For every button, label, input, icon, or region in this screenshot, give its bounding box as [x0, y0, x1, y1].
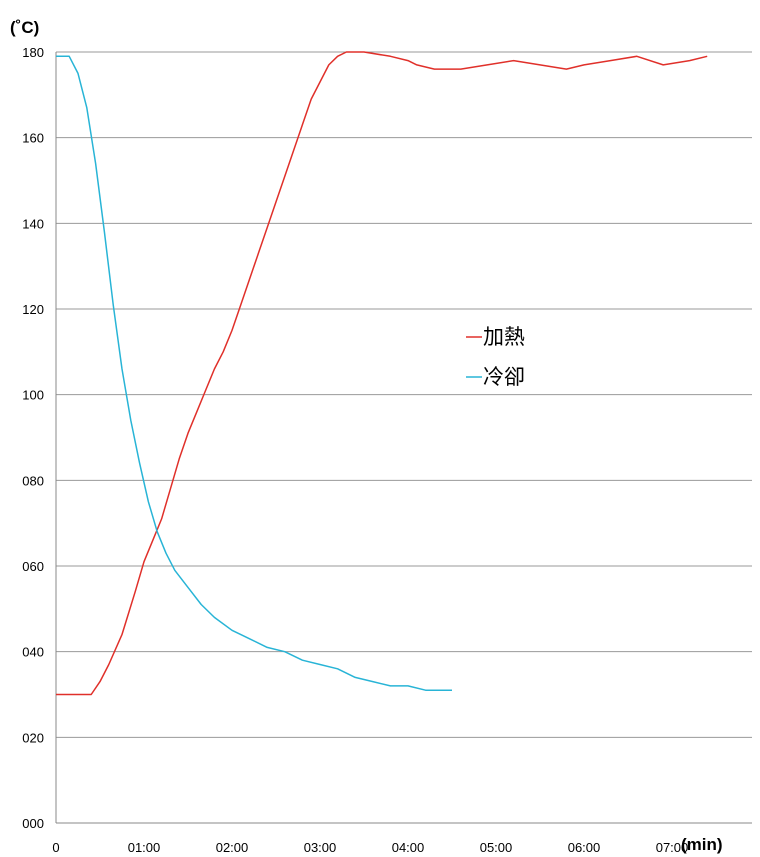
series-line-cooling	[56, 55, 452, 691]
y-tick-label: 140	[22, 216, 44, 231]
x-tick-label: 01:00	[128, 840, 161, 855]
series-lines	[56, 51, 708, 696]
x-tick-label: 06:00	[568, 840, 601, 855]
y-tick-label: 020	[22, 730, 44, 745]
x-tick-labels: 0 01:00 02:00 03:00 04:00 05:00 06:00 07:00	[52, 840, 688, 855]
y-tick-label: 100	[22, 388, 44, 403]
y-tick-label: 160	[22, 131, 44, 146]
x-tick-label: 03:00	[304, 840, 337, 855]
y-axis-unit: (˚C)	[10, 18, 39, 37]
x-axis-unit: (min)	[681, 835, 723, 854]
y-tick-labels: 000 020 040 060 080 100 120 140 160 180	[22, 45, 44, 831]
y-tick-label: 180	[22, 45, 44, 60]
x-tick-label: 0	[52, 840, 59, 855]
y-tick-label: 120	[22, 302, 44, 317]
x-tick-label: 05:00	[480, 840, 513, 855]
grid-lines	[56, 51, 752, 824]
x-tick-label: 07:00	[656, 840, 689, 855]
legend-label-heating: 加熱	[483, 325, 525, 349]
y-tick-label: 080	[22, 473, 44, 488]
y-tick-label: 000	[22, 816, 44, 831]
y-tick-label: 040	[22, 645, 44, 660]
x-tick-label: 04:00	[392, 840, 425, 855]
legend-label-cooling: 冷卻	[483, 365, 525, 389]
legend: 加熱 冷卻	[466, 325, 525, 389]
series-line-heating	[56, 51, 708, 696]
y-tick-label: 060	[22, 559, 44, 574]
x-tick-label: 02:00	[216, 840, 249, 855]
